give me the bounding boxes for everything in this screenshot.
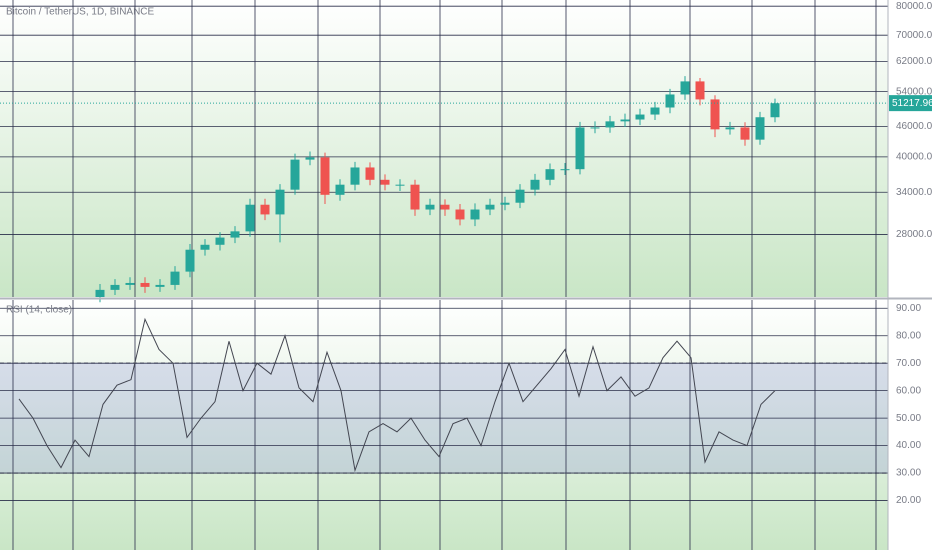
candle-body bbox=[320, 157, 330, 195]
y-tick-label: 28000.00 bbox=[896, 229, 932, 240]
y-tick-label: 40000.00 bbox=[896, 152, 932, 163]
candle-body bbox=[770, 103, 780, 118]
price-pane-bg bbox=[0, 0, 888, 297]
y-tick-label: 80.00 bbox=[896, 330, 921, 341]
candle-body bbox=[425, 204, 435, 210]
y-tick-label: 34000.00 bbox=[896, 187, 932, 198]
rsi-title: RSI (14, close) bbox=[6, 305, 72, 316]
candle-body bbox=[500, 202, 510, 205]
candle-body bbox=[215, 237, 225, 245]
candle-body bbox=[725, 127, 735, 130]
candle-body bbox=[605, 121, 615, 128]
price-axis-bg bbox=[888, 0, 932, 550]
candle-body bbox=[275, 189, 285, 215]
candle-body bbox=[155, 284, 165, 287]
candle-body bbox=[260, 204, 270, 215]
candle-body bbox=[335, 184, 345, 195]
candle-body bbox=[290, 159, 300, 190]
y-tick-label: 70000.00 bbox=[896, 30, 932, 41]
chart-title: Bitcoin / TetherUS, 1D, BINANCE bbox=[6, 7, 155, 18]
y-tick-label: 90.00 bbox=[896, 303, 921, 314]
candle-body bbox=[410, 184, 420, 210]
candle-body bbox=[200, 244, 210, 250]
candle-body bbox=[140, 282, 150, 287]
candle-body bbox=[305, 157, 315, 160]
candle-body bbox=[455, 209, 465, 220]
y-tick-label: 46000.00 bbox=[896, 121, 932, 132]
y-tick-label: 50.00 bbox=[896, 413, 921, 424]
candle-body bbox=[665, 94, 675, 108]
candle-body bbox=[125, 282, 135, 285]
candle-body bbox=[350, 167, 360, 185]
candle-body bbox=[395, 184, 405, 186]
candle-body bbox=[560, 169, 570, 171]
candle-body bbox=[470, 209, 480, 220]
candle-body bbox=[590, 127, 600, 129]
candle-body bbox=[650, 107, 660, 115]
candle-body bbox=[680, 81, 690, 95]
candle-body bbox=[740, 127, 750, 140]
candle-body bbox=[95, 289, 105, 297]
last-price-label: 51217.96 bbox=[892, 98, 932, 109]
candle-body bbox=[530, 179, 540, 190]
candle-body bbox=[380, 179, 390, 185]
candle-body bbox=[695, 81, 705, 100]
candle-body bbox=[245, 204, 255, 232]
candle-body bbox=[710, 99, 720, 130]
y-tick-label: 40.00 bbox=[896, 440, 921, 451]
candle-body bbox=[635, 114, 645, 120]
y-tick-label: 70.00 bbox=[896, 358, 921, 369]
y-tick-label: 54000.00 bbox=[896, 86, 932, 97]
rsi-line bbox=[18, 317, 776, 473]
candle-body bbox=[545, 169, 555, 180]
candle-body bbox=[575, 127, 585, 170]
candle-body bbox=[365, 167, 375, 180]
candle-body bbox=[485, 204, 495, 210]
y-tick-label: 30.00 bbox=[896, 468, 921, 479]
candle-body bbox=[515, 189, 525, 203]
y-tick-label: 62000.00 bbox=[896, 56, 932, 67]
last-price-box bbox=[889, 95, 932, 112]
candle-body bbox=[230, 231, 240, 238]
y-tick-label: 80000.00 bbox=[896, 1, 932, 12]
candle-body bbox=[620, 119, 630, 122]
candle-body bbox=[755, 117, 765, 140]
candle-body bbox=[185, 249, 195, 272]
rsi-pane-bg bbox=[0, 300, 888, 550]
candle-body bbox=[440, 204, 450, 210]
candle-body bbox=[110, 284, 120, 290]
y-tick-label: 60.00 bbox=[896, 385, 921, 396]
candle-body bbox=[170, 271, 180, 285]
y-tick-label: 20.00 bbox=[896, 495, 921, 506]
